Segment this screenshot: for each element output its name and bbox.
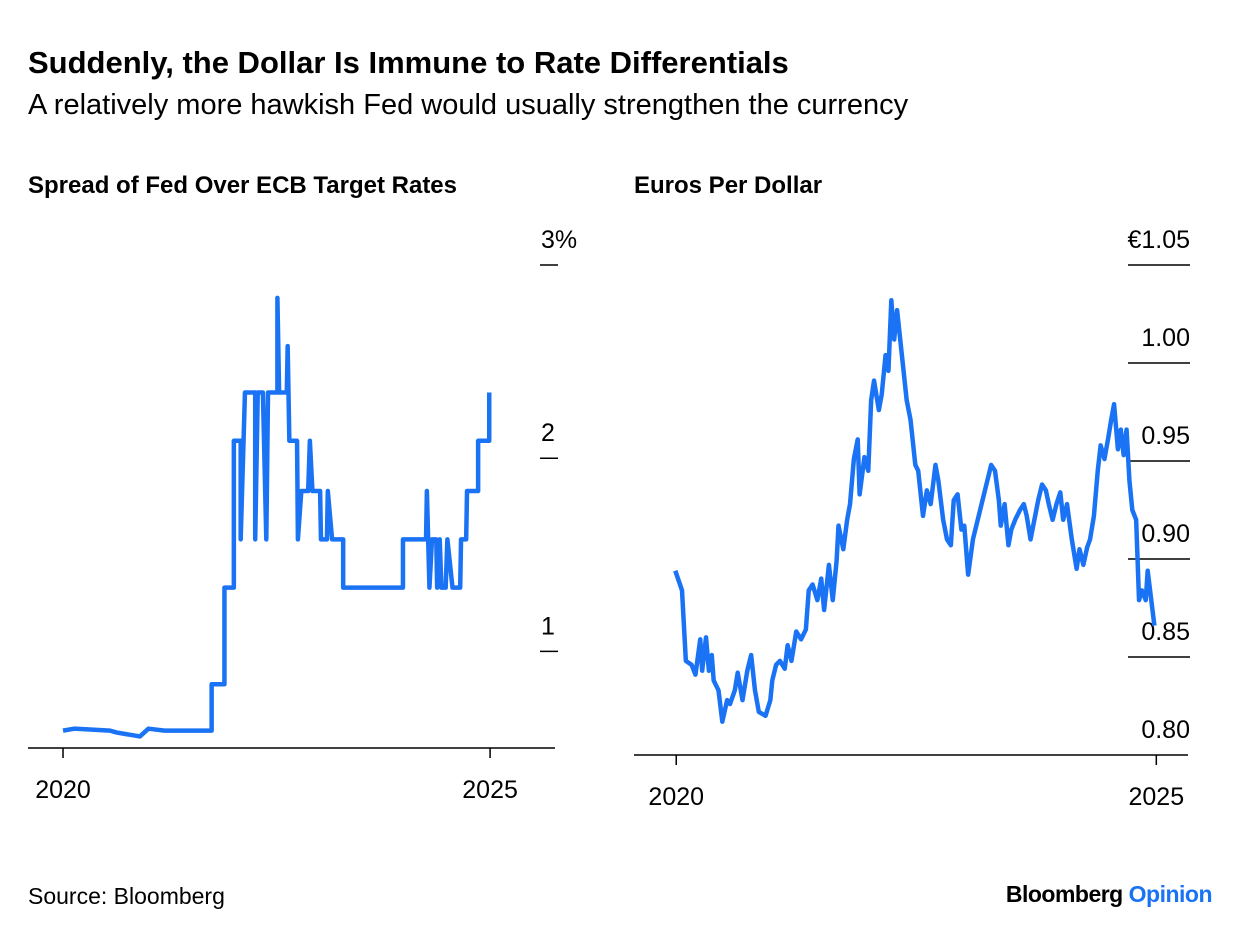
brand: Bloomberg Opinion — [1006, 881, 1212, 907]
brand-name: Bloomberg — [1006, 881, 1123, 907]
y-tick-label: €1.05 — [1127, 226, 1190, 254]
y-tick-label: 0.90 — [1141, 520, 1190, 548]
y-tick-label: 0.85 — [1141, 618, 1190, 646]
y-tick-label: 2 — [541, 419, 555, 447]
x-tick-label: 2025 — [1129, 783, 1185, 811]
y-tick-label: 1 — [541, 612, 555, 640]
y-tick-label: 1.00 — [1141, 324, 1190, 352]
chart-title: Euros Per Dollar — [634, 172, 822, 199]
y-tick-label: 0.80 — [1141, 716, 1190, 744]
brand-section: Opinion — [1129, 881, 1212, 907]
x-tick-label: 2020 — [648, 783, 704, 811]
title: Suddenly, the Dollar Is Immune to Rate D… — [28, 45, 789, 80]
data-line — [62, 295, 492, 739]
subtitle: A relatively more hawkish Fed would usua… — [28, 89, 909, 121]
chart-title: Spread of Fed Over ECB Target Rates — [28, 172, 457, 199]
x-tick-label: 2020 — [35, 776, 91, 804]
y-tick-label: 3% — [541, 226, 577, 254]
x-tick-label: 2025 — [462, 776, 518, 804]
y-tick-label: 0.95 — [1141, 422, 1190, 450]
source: Source: Bloomberg — [28, 883, 225, 909]
data-line — [673, 298, 1157, 724]
